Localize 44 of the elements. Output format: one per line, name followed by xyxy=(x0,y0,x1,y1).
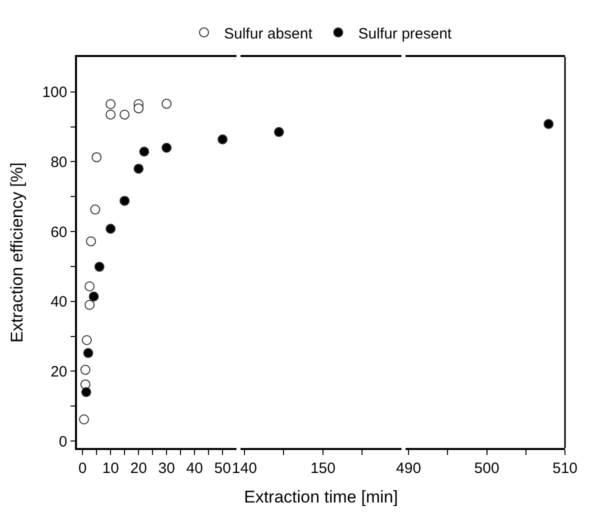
y-tick-label: 0 xyxy=(58,433,68,450)
point xyxy=(106,224,116,234)
point xyxy=(79,414,89,424)
x-tick-label: 510 xyxy=(552,460,578,477)
x-tick-label: 500 xyxy=(474,460,500,477)
legend-label: Sulfur present xyxy=(358,25,452,42)
y-tick-label: 100 xyxy=(42,84,68,102)
point xyxy=(84,281,95,292)
point xyxy=(139,146,150,157)
point xyxy=(84,300,95,310)
point xyxy=(94,262,104,272)
x-tick-label: 30 xyxy=(158,460,175,477)
point xyxy=(106,99,116,110)
point xyxy=(82,335,92,346)
y-tick-label: 40 xyxy=(50,294,68,311)
x-tick-label: 150 xyxy=(310,460,336,477)
x-tick-label: 10 xyxy=(102,460,119,477)
x-tick-label: 140 xyxy=(232,460,257,477)
x-axis-title: Extraction time [min] xyxy=(244,488,398,507)
point xyxy=(162,142,172,153)
y-tick-label: 60 xyxy=(50,224,68,241)
point xyxy=(120,196,130,206)
point xyxy=(134,103,144,114)
x-tick-label: 20 xyxy=(130,460,147,477)
point xyxy=(83,348,94,358)
point xyxy=(90,204,100,215)
point xyxy=(80,364,90,375)
point xyxy=(81,387,92,398)
x-tick-label: 0 xyxy=(78,460,87,477)
legend-label: Sulfur absent xyxy=(224,25,314,42)
point xyxy=(88,291,99,302)
point xyxy=(120,110,130,120)
y-tick-label: 80 xyxy=(50,154,68,171)
point xyxy=(162,98,172,109)
point xyxy=(218,134,228,144)
point xyxy=(86,236,96,246)
x-tick-label: 40 xyxy=(186,460,203,477)
y-tick-label: 20 xyxy=(50,363,68,380)
point xyxy=(106,110,116,120)
point xyxy=(92,152,102,162)
x-tick-label: 50 xyxy=(214,460,231,477)
point xyxy=(134,164,144,174)
y-axis-title: Extraction efficiency [%] xyxy=(7,162,26,343)
x-tick-label: 490 xyxy=(396,460,422,477)
